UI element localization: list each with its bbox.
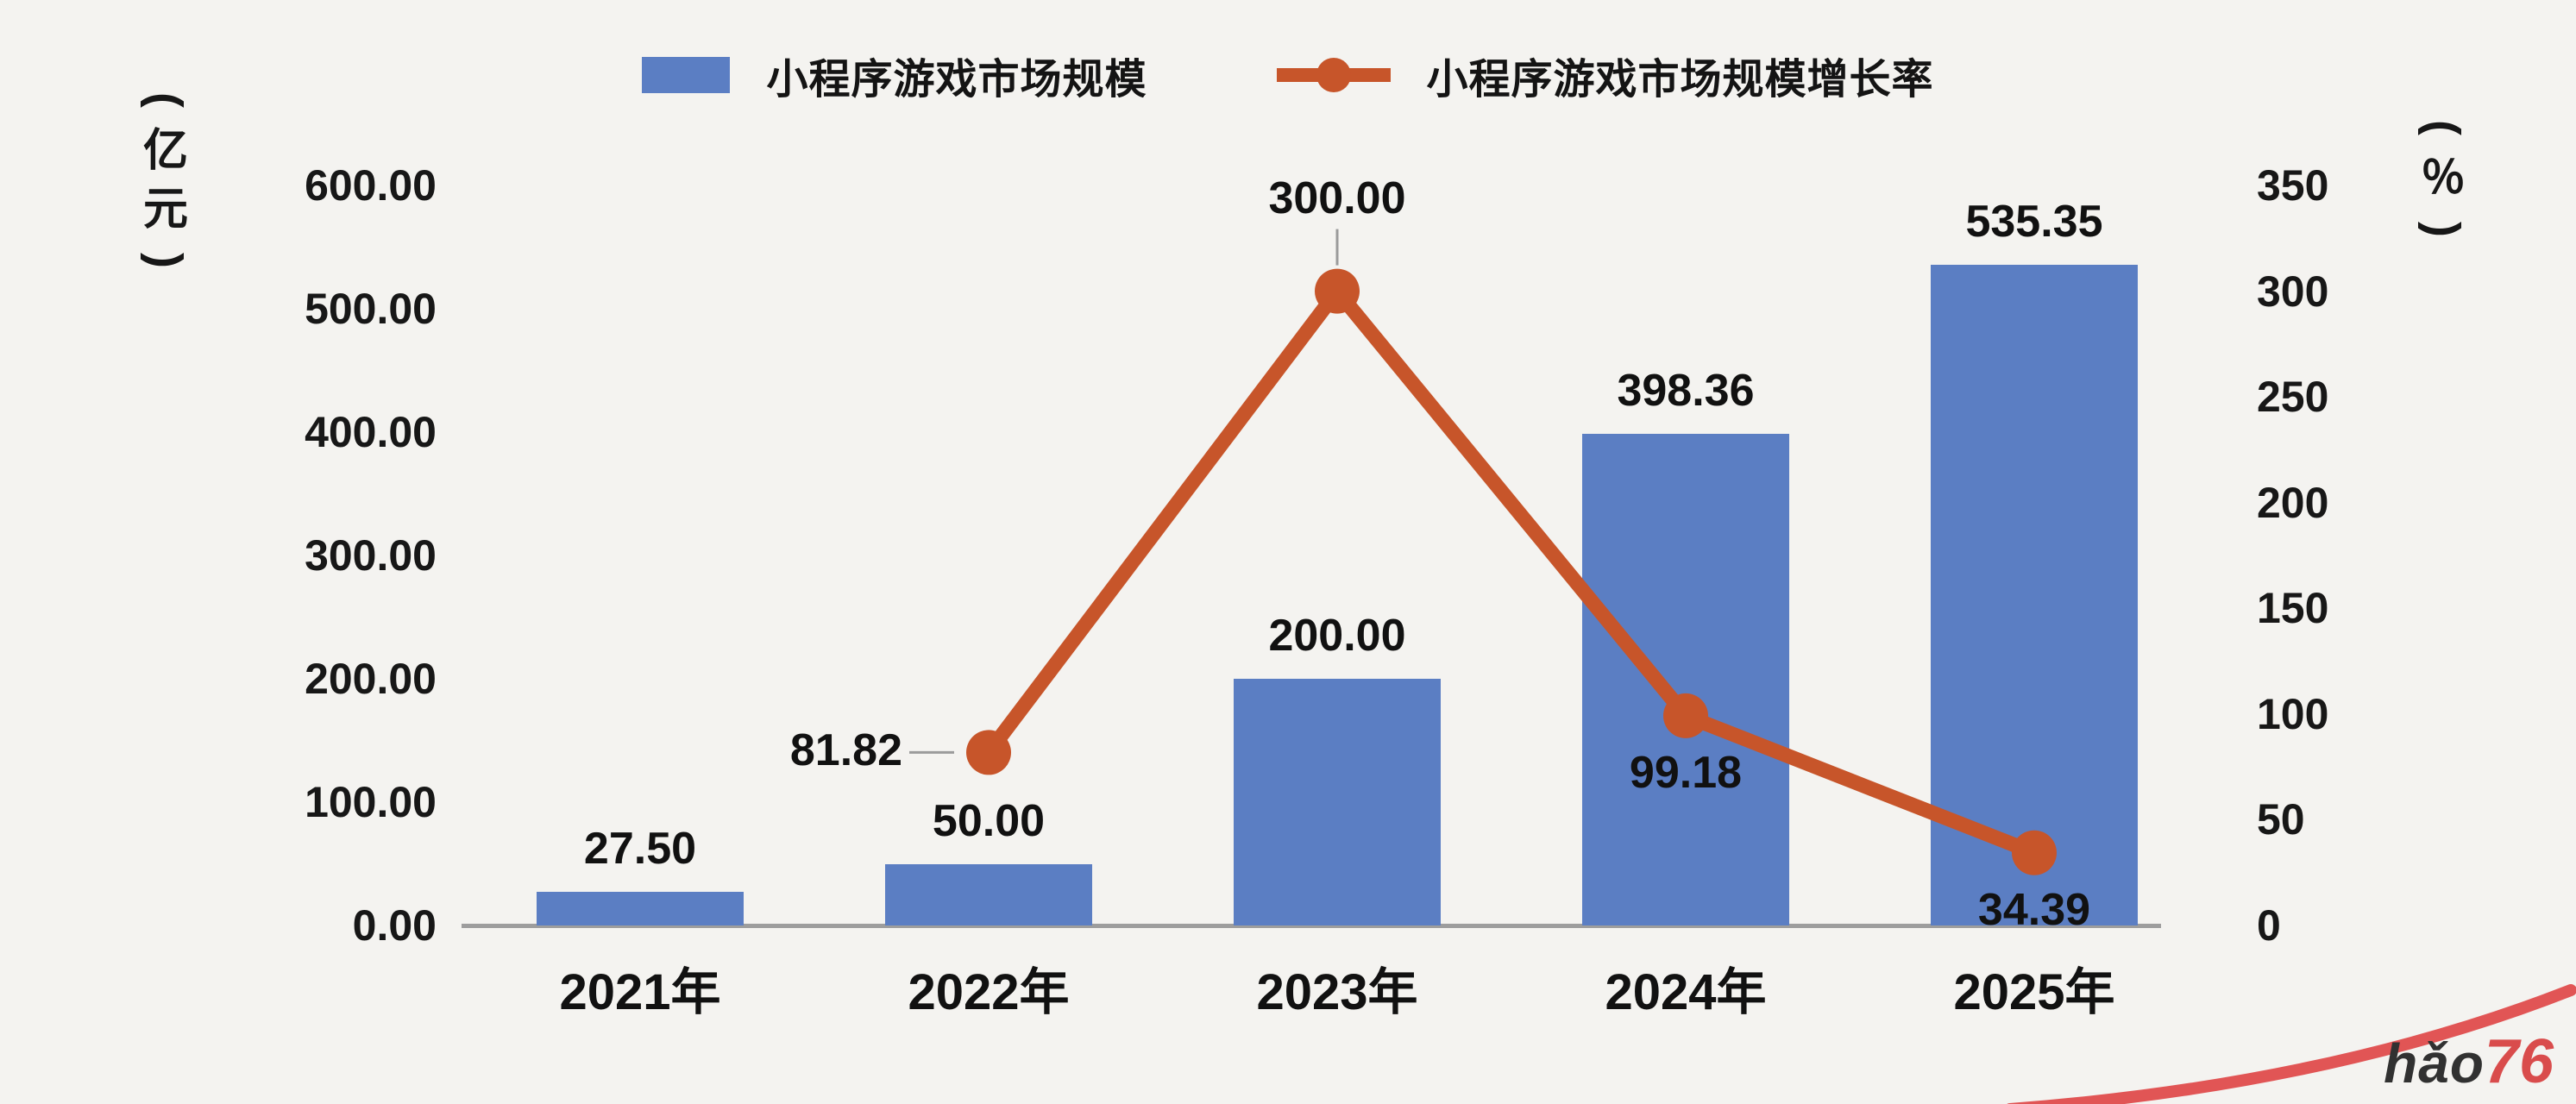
bar-value-label-2022年: 50.00	[932, 795, 1046, 846]
left-axis-tick-200.00: 200.00	[305, 655, 437, 703]
left-axis-tick-400.00: 400.00	[305, 408, 437, 456]
x-axis-label-2025年: 2025年	[1953, 964, 2115, 1020]
bar-2021年	[537, 891, 744, 925]
right-axis-tick-350: 350	[2257, 161, 2329, 210]
line-point-2022年	[966, 730, 1011, 775]
right-axis-tick-300: 300	[2257, 267, 2329, 316]
right-axis-tick-150: 150	[2257, 584, 2329, 633]
legend-item-market-size: 小程序游戏市场规模	[642, 45, 1147, 105]
right-axis-tick-0: 0	[2257, 901, 2281, 950]
left-axis-title: (亿元)	[135, 83, 197, 278]
bar-value-label-2021年: 27.50	[583, 823, 697, 874]
right-axis-tick-200: 200	[2257, 478, 2329, 527]
x-axis-label-2023年: 2023年	[1256, 964, 1418, 1020]
line-marker-dot	[1316, 58, 1351, 92]
line-value-label-2024年: 99.18	[1629, 747, 1743, 798]
bar-2024年	[1582, 434, 1789, 925]
legend-item-growth-rate: 小程序游戏市场规模增长率	[1276, 45, 1934, 105]
left-axis-tick-0.00: 0.00	[352, 901, 437, 950]
x-axis-label-2024年: 2024年	[1605, 964, 1767, 1020]
bar-2025年	[1931, 265, 2138, 925]
x-axis-label-2022年: 2022年	[908, 964, 1070, 1020]
legend-label-market-size: 小程序游戏市场规模	[766, 57, 1147, 103]
legend-label-growth-rate: 小程序游戏市场规模增长率	[1426, 57, 1934, 103]
bar-series-swatch-icon	[642, 57, 731, 93]
right-axis-tick-50: 50	[2257, 795, 2305, 844]
bar-value-label-2024年: 398.36	[1617, 366, 1755, 417]
left-axis-tick-500.00: 500.00	[305, 285, 437, 333]
line-point-2024年	[1663, 693, 1708, 738]
line-point-2023年	[1315, 268, 1360, 314]
left-axis-tick-300.00: 300.00	[305, 531, 437, 580]
bar-2023年	[1234, 679, 1441, 925]
line-value-label-2022年: 81.82	[789, 725, 902, 776]
x-axis-label-2021年: 2021年	[559, 964, 721, 1020]
watermark-logo-text-red: 76	[2484, 1027, 2554, 1096]
bar-value-label-2025年: 535.35	[1965, 197, 2103, 248]
bar-2022年	[885, 863, 1092, 925]
axis-title-char: 元	[142, 185, 188, 235]
axis-title-char: 亿	[142, 126, 188, 176]
axis-title-char: ％	[2420, 154, 2466, 204]
right-axis-tick-250: 250	[2257, 373, 2329, 422]
line-value-label-2025年: 34.39	[1977, 884, 2091, 935]
growth-rate-line	[981, 284, 2042, 861]
watermark-logo-text-dark: hǎo	[2384, 1032, 2485, 1095]
left-axis-tick-100.00: 100.00	[305, 778, 437, 826]
right-axis-title: (％)	[2412, 110, 2474, 247]
watermark-logo: hǎo76	[2384, 1026, 2554, 1097]
right-axis-tick-100: 100	[2257, 689, 2329, 738]
x-axis-line	[462, 924, 2161, 928]
line-series-marker-icon	[1276, 56, 1391, 94]
legend: 小程序游戏市场规模 小程序游戏市场规模增长率	[0, 45, 2576, 105]
line-point-2025年	[2012, 830, 2057, 875]
left-axis-tick-600.00: 600.00	[305, 161, 437, 210]
line-value-label-2023年: 300.00	[1268, 172, 1406, 223]
bar-value-label-2023年: 200.00	[1268, 611, 1406, 661]
